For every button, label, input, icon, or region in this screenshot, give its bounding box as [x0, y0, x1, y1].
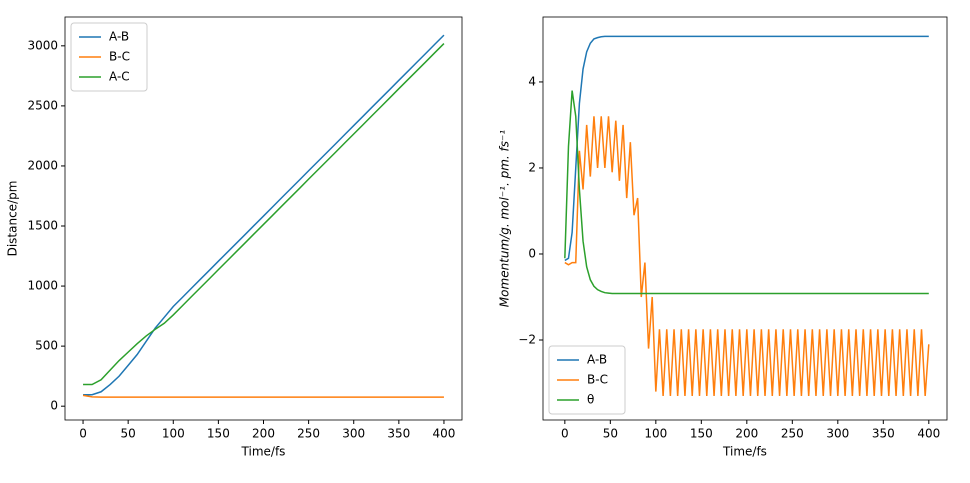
x-tick-label: 300: [826, 427, 849, 441]
y-tick-label: 0: [50, 399, 58, 413]
legend-box: [70, 22, 148, 92]
data-line: [564, 35, 929, 262]
legend-box: [548, 345, 626, 415]
subplot: 0 50 100 150 200 250 300 350 400 −2 0 2 4 Time/fs Mome…: [498, 16, 948, 459]
x-tick-label: 50: [121, 427, 136, 441]
x-axis-label: Time/fs: [241, 445, 286, 459]
x-tick-label: 150: [207, 427, 230, 441]
x-tick-label: 0: [561, 427, 569, 441]
x-tick-label: 50: [603, 427, 618, 441]
y-tick-label: 2: [528, 160, 536, 174]
y-tick-label: 0: [528, 246, 536, 260]
y-tick-label: 3000: [27, 38, 58, 52]
y-tick-label: 1500: [27, 219, 58, 233]
x-axis-label: Time/fs: [722, 445, 767, 459]
data-line: [83, 34, 445, 396]
x-tick-label: 250: [297, 427, 320, 441]
legend-label: θ: [587, 393, 594, 407]
data-line: [83, 43, 445, 386]
x-tick-label: 100: [162, 427, 185, 441]
legend-label: A-B: [587, 353, 607, 367]
plot-frame: [542, 16, 948, 421]
x-tick-label: 0: [79, 427, 87, 441]
y-tick-label: 2500: [27, 98, 58, 112]
y-tick-label: 4: [528, 74, 536, 88]
x-tick-label: 400: [433, 427, 456, 441]
x-tick-label: 300: [342, 427, 365, 441]
legend-label: A-B: [109, 30, 129, 44]
x-tick-label: 350: [872, 427, 895, 441]
legend-label: B-C: [109, 50, 130, 64]
x-tick-label: 150: [690, 427, 713, 441]
data-line: [564, 116, 930, 396]
y-tick-label: 500: [35, 339, 58, 353]
subplot: 0 50 100 150 200 250 300 350 400 0 500 1000 1500 2000…: [6, 16, 463, 459]
data-line: [82, 394, 444, 398]
x-tick-label: 250: [781, 427, 804, 441]
y-tick-label: 1000: [27, 279, 58, 293]
x-tick-label: 400: [917, 427, 940, 441]
legend-label: B-C: [587, 373, 608, 387]
y-axis-label: Distance/pm: [6, 181, 20, 257]
y-tick-label: 2000: [27, 158, 58, 172]
legend-label: A-C: [109, 70, 130, 84]
data-line: [564, 90, 929, 295]
y-tick-label: −2: [518, 333, 536, 347]
x-tick-label: 200: [252, 427, 275, 441]
y-axis-label: Momentum/g. mol⁻¹. pm. fs⁻¹: [498, 130, 512, 308]
x-tick-label: 200: [735, 427, 758, 441]
x-tick-label: 100: [644, 427, 667, 441]
x-tick-label: 350: [387, 427, 410, 441]
